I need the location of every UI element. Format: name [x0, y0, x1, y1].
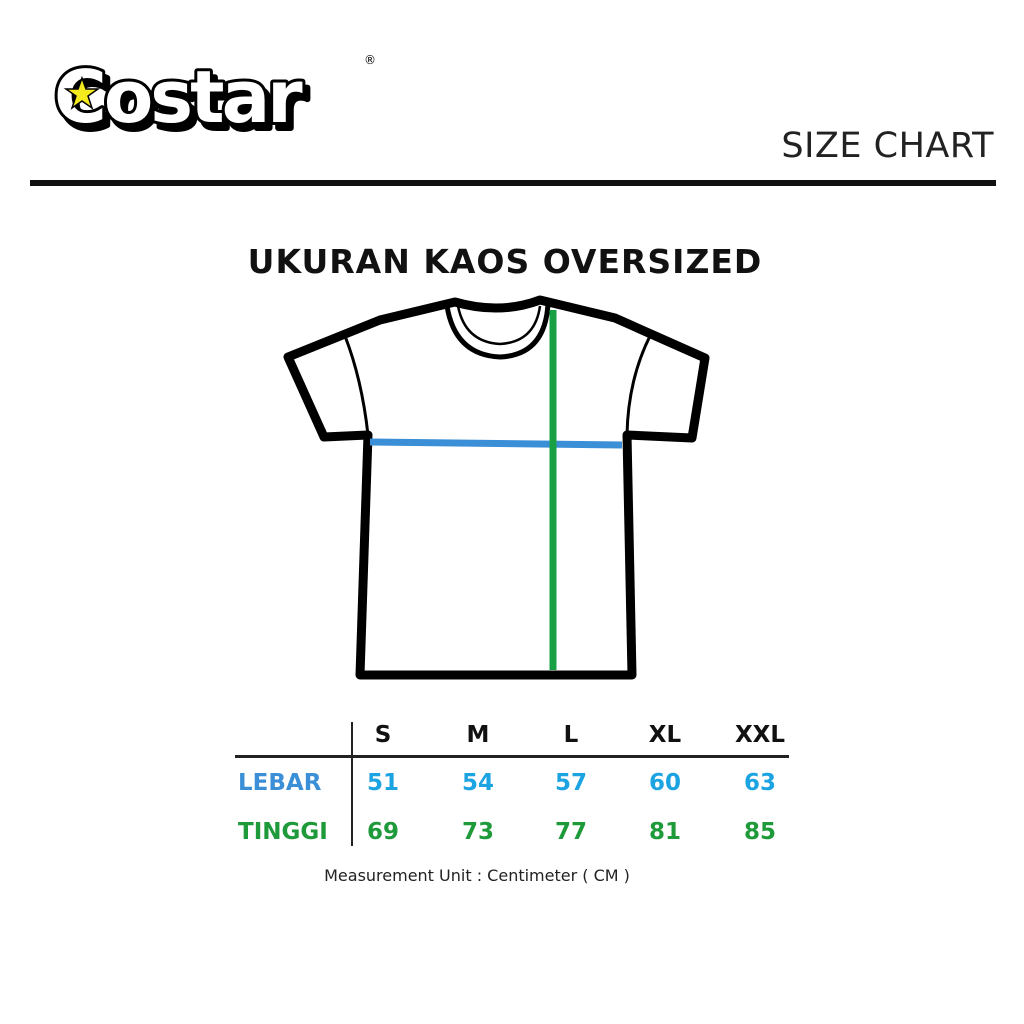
- lebar-value: 57: [554, 770, 587, 796]
- table-header-divider: [235, 755, 789, 758]
- size-header-m: M: [466, 722, 490, 748]
- tinggi-value: 73: [461, 819, 494, 845]
- tinggi-value: 81: [648, 819, 681, 845]
- lebar-value: 51: [366, 770, 399, 796]
- width-measure-line: [369, 438, 623, 449]
- tinggi-value: 77: [554, 819, 587, 845]
- size-header-xxl: XXL: [734, 722, 786, 748]
- collar-inner: [456, 305, 542, 346]
- tinggi-value: 69: [366, 819, 399, 845]
- left-sleeve-seam: [343, 335, 370, 436]
- star-icon: [63, 75, 101, 110]
- size-chart-label: SIZE CHART: [781, 126, 994, 166]
- lebar-value: 54: [461, 770, 494, 796]
- row-label-tinggi: TINGGI: [238, 819, 328, 845]
- page-title: UKURAN KAOS OVERSIZED: [247, 242, 763, 281]
- size-header-l: L: [563, 722, 579, 748]
- lebar-value: 60: [648, 770, 681, 796]
- table-column-divider: [351, 722, 353, 846]
- tshirt-outline: [283, 295, 710, 680]
- row-label-lebar: LEBAR: [238, 770, 322, 796]
- logo-wordmark: Costar: [54, 55, 303, 139]
- tinggi-value: 85: [743, 819, 776, 845]
- measurement-unit-note: Measurement Unit : Centimeter ( CM ): [324, 866, 630, 885]
- size-header-s: S: [374, 722, 392, 748]
- registered-mark: ®: [364, 53, 376, 67]
- header-divider: [30, 180, 996, 186]
- size-header-xl: XL: [648, 722, 682, 748]
- right-sleeve-seam: [625, 335, 652, 436]
- costar-logo: Costar ®: [51, 52, 376, 142]
- tshirt-diagram: [283, 295, 710, 680]
- collar: [444, 303, 551, 360]
- lebar-value: 63: [743, 770, 776, 796]
